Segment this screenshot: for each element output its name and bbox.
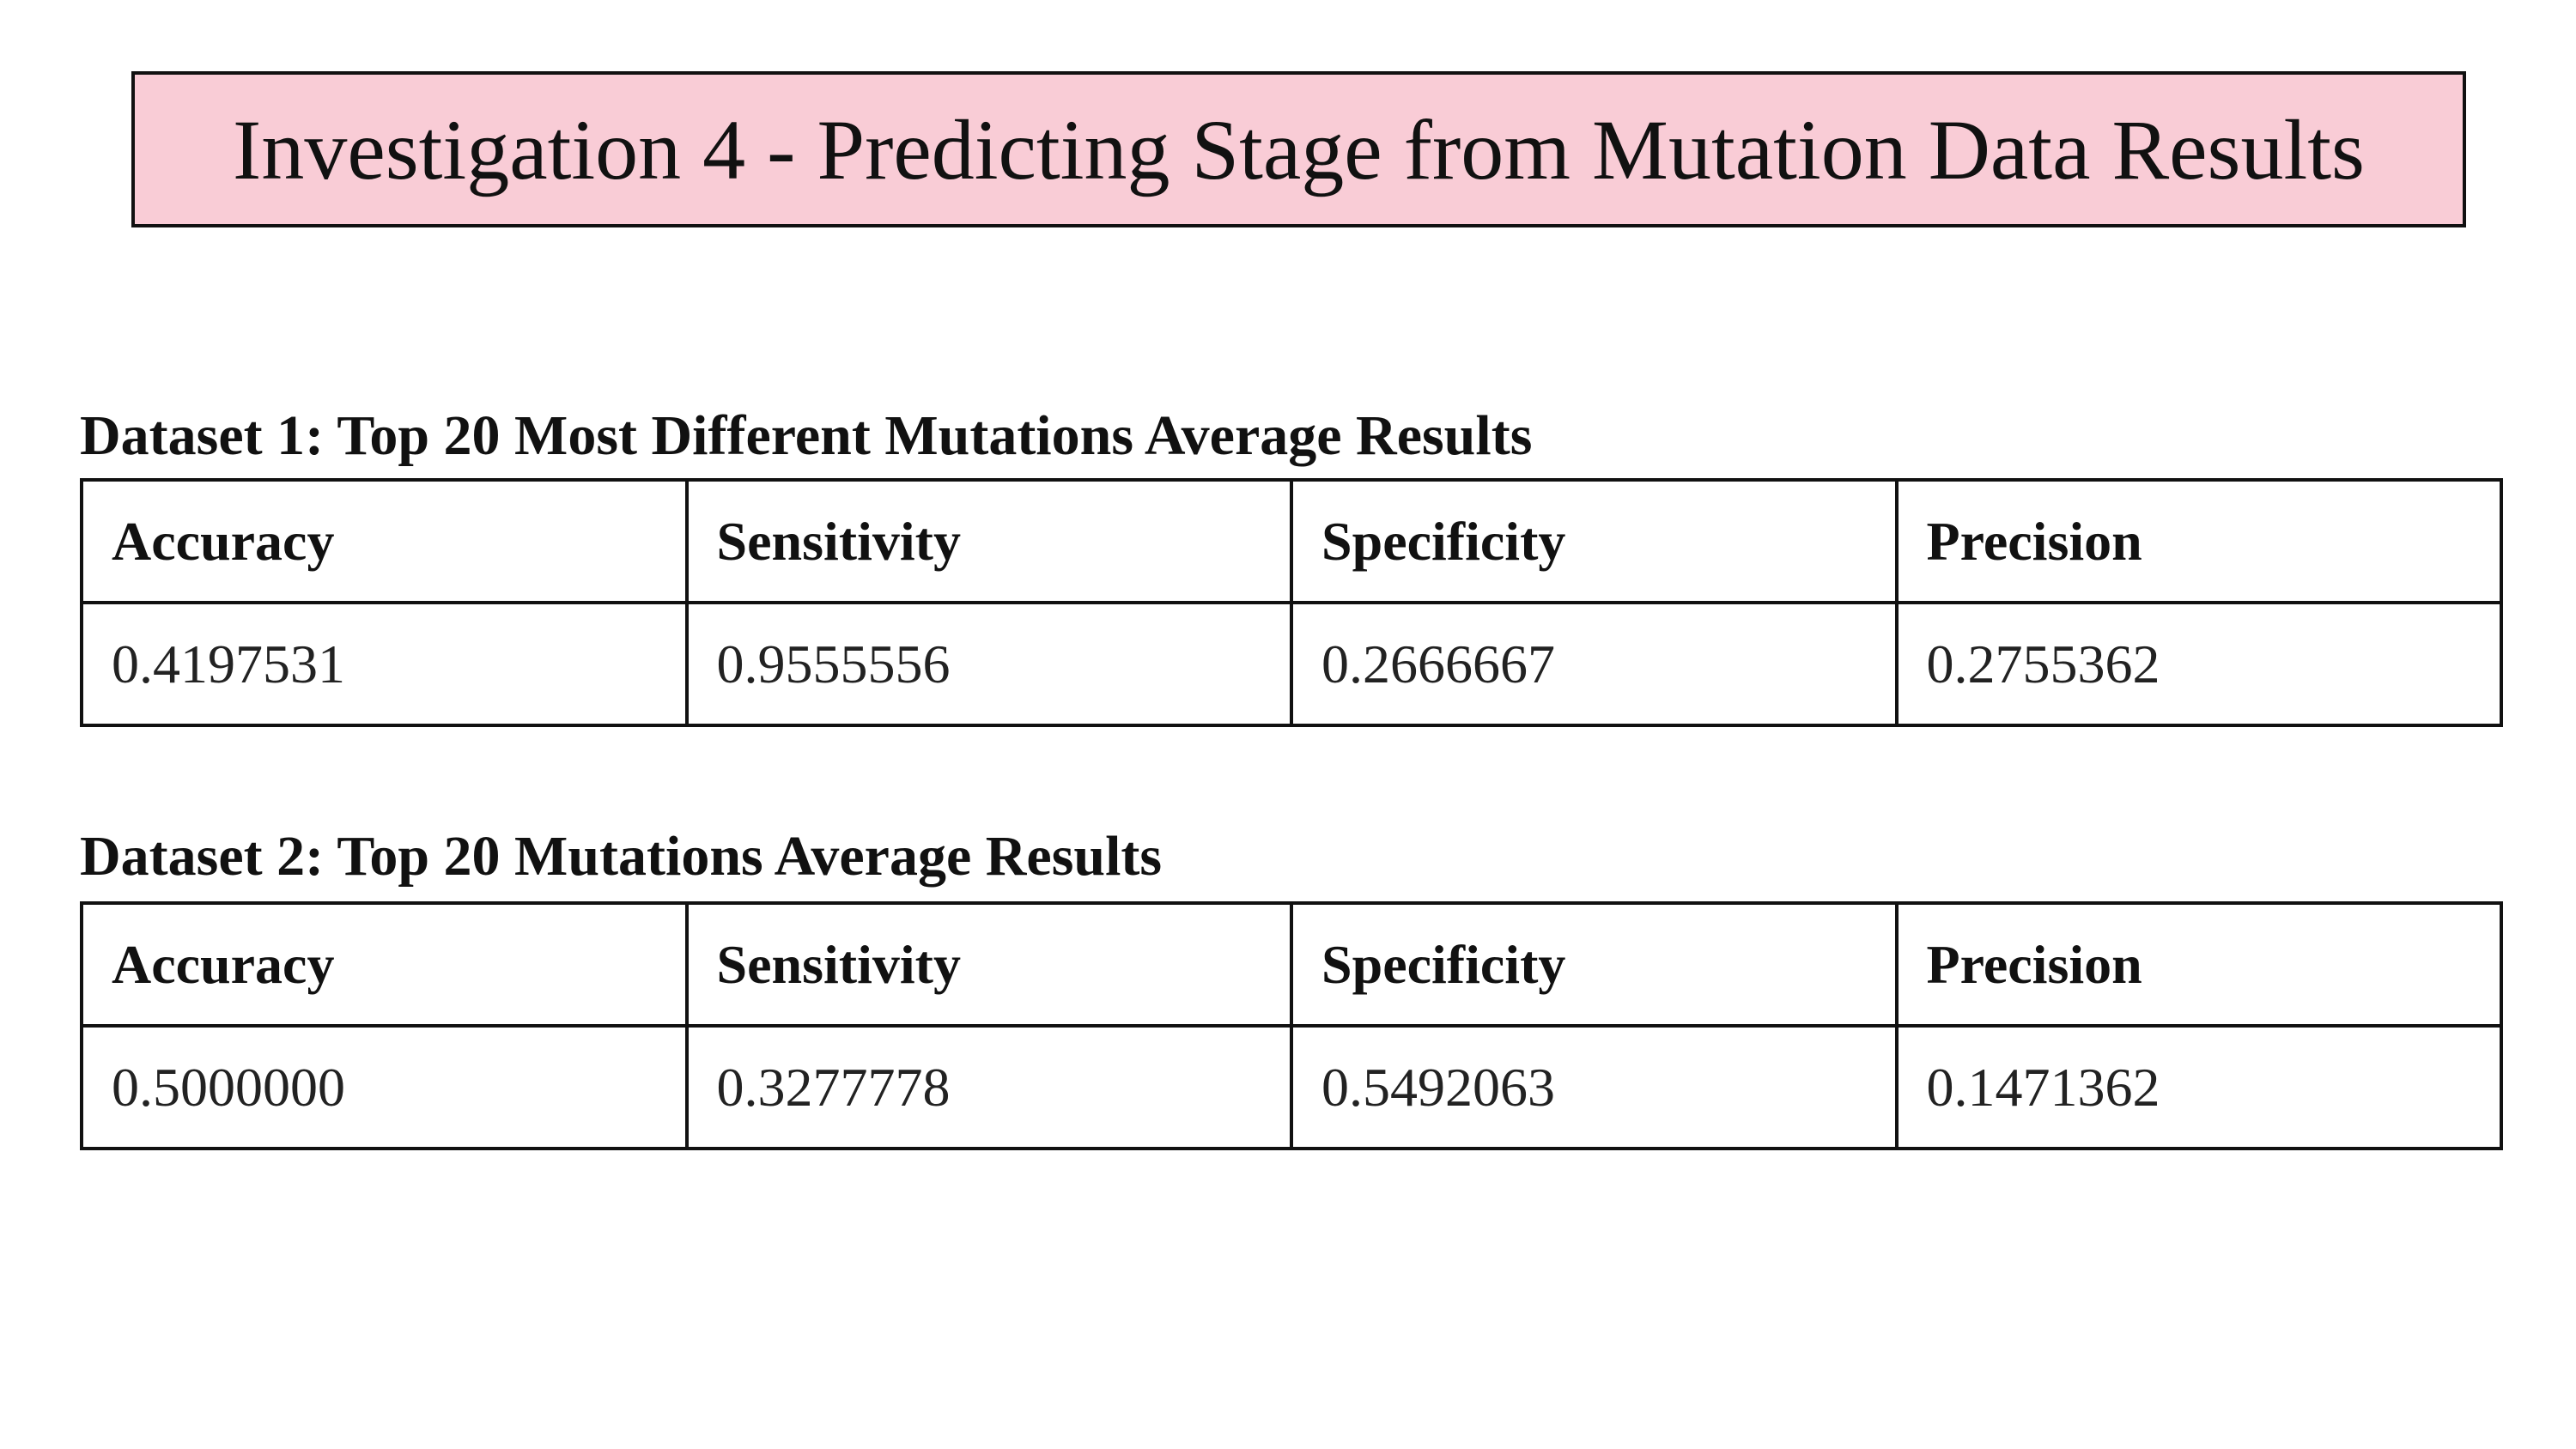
table-caption: Dataset 2: Top 20 Mutations Average Resu… — [80, 825, 1163, 888]
data-cell: 0.9555556 — [684, 601, 1293, 727]
title: Investigation 4 - Predicting Stage from … — [233, 101, 2365, 197]
header-cell: Accuracy — [80, 478, 689, 604]
data-row: 0.5000000 0.3277778 0.5492063 0.1471362 — [80, 1024, 2503, 1150]
header-cell: Accuracy — [80, 901, 689, 1028]
header-cell: Precision — [1894, 901, 2503, 1028]
header-cell: Specificity — [1290, 478, 1899, 604]
data-cell: 0.2755362 — [1894, 601, 2503, 727]
header-cell: Precision — [1894, 478, 2503, 604]
data-cell: 0.1471362 — [1894, 1024, 2503, 1150]
results-table: Accuracy Sensitivity Specificity Precision 0… — [80, 901, 2503, 1150]
results-table: Accuracy Sensitivity Specificity Precision 0… — [80, 478, 2503, 727]
header-cell: Sensitivity — [684, 478, 1293, 604]
data-row: 0.4197531 0.9555556 0.2666667 0.2755362 — [80, 601, 2503, 727]
header-row: Accuracy Sensitivity Specificity Precision — [80, 478, 2503, 604]
data-cell: 0.5000000 — [80, 1024, 689, 1150]
data-cell: 0.5492063 — [1290, 1024, 1899, 1150]
title-box: Investigation 4 - Predicting Stage from … — [131, 71, 2466, 227]
header-cell: Sensitivity — [684, 901, 1293, 1028]
table-caption: Dataset 1: Top 20 Most Different Mutatio… — [80, 404, 1533, 467]
header-row: Accuracy Sensitivity Specificity Precision — [80, 901, 2503, 1028]
data-cell: 0.3277778 — [684, 1024, 1293, 1150]
data-cell: 0.4197531 — [80, 601, 689, 727]
data-cell: 0.2666667 — [1290, 601, 1899, 727]
header-cell: Specificity — [1290, 901, 1899, 1028]
